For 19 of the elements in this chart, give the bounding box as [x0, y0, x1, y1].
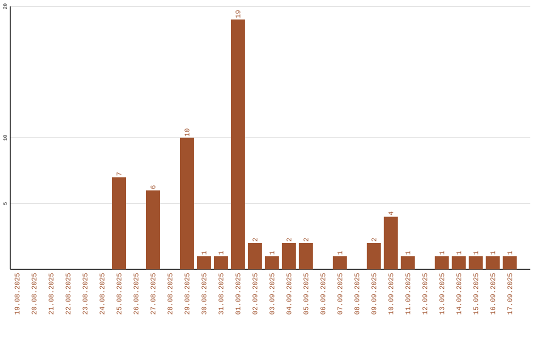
bar	[486, 256, 500, 270]
bar	[282, 243, 296, 270]
bar	[196, 256, 211, 270]
bar	[298, 243, 313, 270]
bar	[248, 243, 262, 270]
bar	[400, 256, 415, 270]
bar	[214, 256, 228, 270]
bar	[384, 216, 398, 270]
bar	[332, 256, 347, 270]
bar	[230, 20, 245, 270]
bar	[146, 190, 160, 270]
bar	[264, 256, 279, 270]
bar	[468, 256, 483, 270]
bar	[452, 256, 466, 270]
bar	[180, 138, 194, 270]
bar	[112, 177, 126, 270]
bar	[434, 256, 449, 270]
bar	[502, 256, 517, 270]
bar	[366, 243, 381, 270]
